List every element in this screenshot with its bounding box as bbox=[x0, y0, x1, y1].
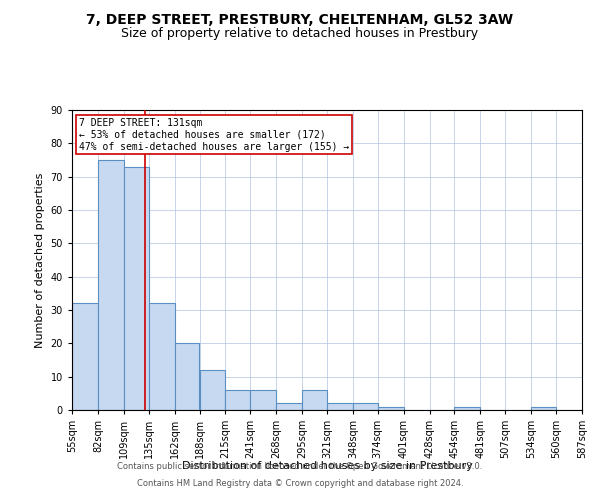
Bar bbox=[327, 404, 353, 410]
Bar bbox=[98, 160, 124, 410]
Text: Contains HM Land Registry data © Crown copyright and database right 2024.: Contains HM Land Registry data © Crown c… bbox=[137, 478, 463, 488]
Bar bbox=[199, 370, 226, 410]
Text: 7, DEEP STREET, PRESTBURY, CHELTENHAM, GL52 3AW: 7, DEEP STREET, PRESTBURY, CHELTENHAM, G… bbox=[86, 12, 514, 26]
Text: 7 DEEP STREET: 131sqm
← 53% of detached houses are smaller (172)
47% of semi-det: 7 DEEP STREET: 131sqm ← 53% of detached … bbox=[79, 118, 349, 152]
Y-axis label: Number of detached properties: Number of detached properties bbox=[35, 172, 45, 348]
Bar bbox=[455, 406, 481, 410]
Bar bbox=[72, 304, 98, 410]
X-axis label: Distribution of detached houses by size in Prestbury: Distribution of detached houses by size … bbox=[182, 461, 472, 471]
Bar bbox=[302, 390, 327, 410]
Bar bbox=[175, 344, 199, 410]
Text: Size of property relative to detached houses in Prestbury: Size of property relative to detached ho… bbox=[121, 28, 479, 40]
Bar bbox=[378, 406, 404, 410]
Bar bbox=[531, 406, 556, 410]
Bar bbox=[276, 404, 302, 410]
Bar bbox=[353, 404, 378, 410]
Bar bbox=[250, 390, 276, 410]
Bar bbox=[124, 166, 149, 410]
Bar bbox=[226, 390, 250, 410]
Text: Contains public sector information licensed under the Open Government Licence v3: Contains public sector information licen… bbox=[118, 462, 482, 471]
Bar bbox=[149, 304, 175, 410]
